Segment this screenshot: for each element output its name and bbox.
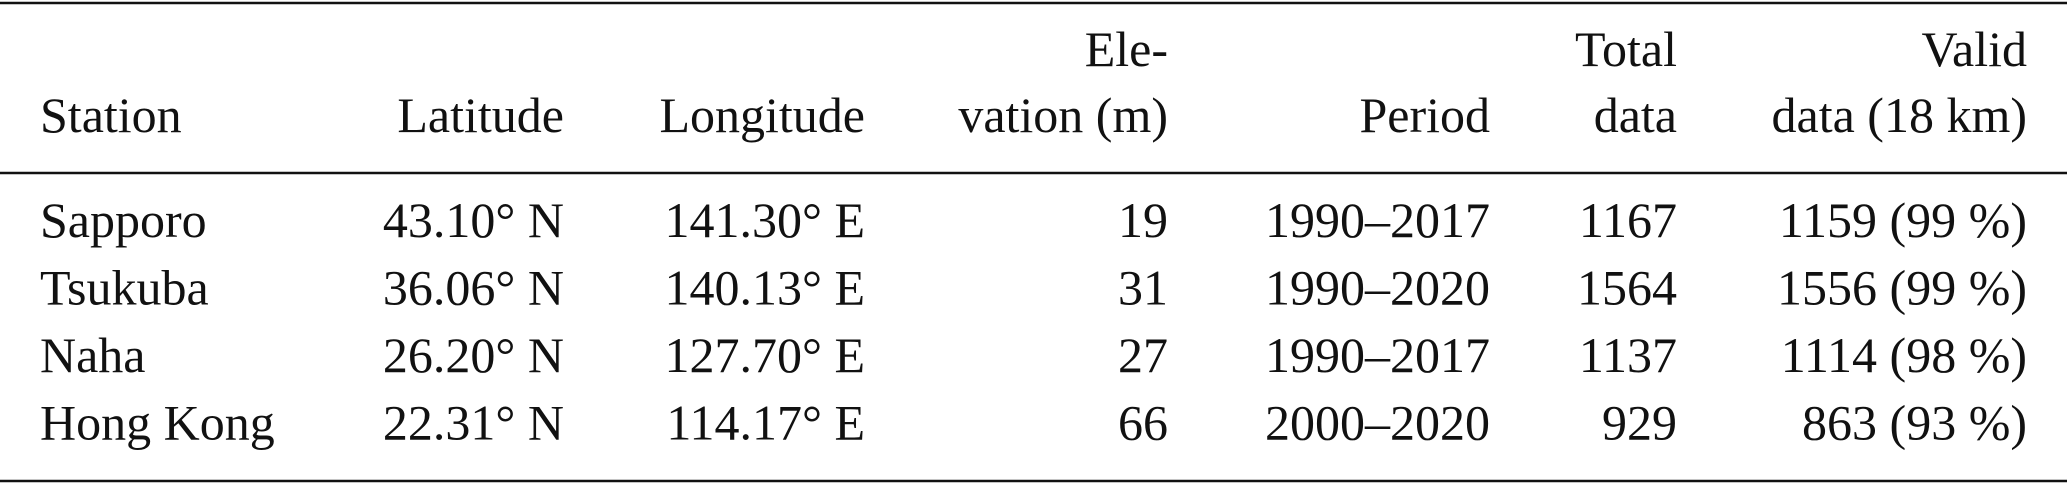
table-cell: 1114 (98 %)	[1781, 327, 2027, 383]
column-header: Period	[1359, 87, 1490, 143]
row-label: Sapporo	[40, 192, 207, 248]
column-header: data (18 km)	[1772, 87, 2027, 143]
table-cell: 1990–2017	[1265, 327, 1490, 383]
column-header: Station	[40, 87, 182, 143]
table-cell: 140.13° E	[664, 260, 865, 316]
row-label: Naha	[40, 327, 146, 383]
table-cell: 1564	[1577, 260, 1677, 316]
table-cell: 929	[1602, 395, 1677, 451]
table-cell: 127.70° E	[664, 327, 865, 383]
table-cell: 141.30° E	[664, 192, 865, 248]
table-cell: 1556 (99 %)	[1777, 260, 2027, 316]
table-cell: 1137	[1579, 327, 1677, 383]
table-cell: 19	[1118, 192, 1168, 248]
table-cell: 1167	[1579, 192, 1677, 248]
table-cell: 43.10° N	[383, 192, 564, 248]
row-label: Hong Kong	[40, 395, 275, 451]
column-header: Valid	[1921, 21, 2027, 77]
column-header: Longitude	[659, 87, 865, 143]
table-cell: 1990–2020	[1265, 260, 1490, 316]
table-cell: 66	[1118, 395, 1168, 451]
table-cell: 26.20° N	[383, 327, 564, 383]
table-cell: 31	[1118, 260, 1168, 316]
table-cell: 27	[1118, 327, 1168, 383]
column-header: data	[1594, 87, 1677, 143]
column-header: Latitude	[397, 87, 564, 143]
table-cell: 863 (93 %)	[1802, 395, 2027, 451]
table-cell: 2000–2020	[1265, 395, 1490, 451]
table-cell: 114.17° E	[666, 395, 865, 451]
table-cell: 22.31° N	[383, 395, 564, 451]
table-cell: 36.06° N	[383, 260, 564, 316]
column-header: Ele-	[1085, 21, 1168, 77]
column-header: vation (m)	[958, 87, 1168, 143]
column-header: Total	[1575, 21, 1677, 77]
row-label: Tsukuba	[40, 260, 209, 316]
table-cell: 1159 (99 %)	[1779, 192, 2027, 248]
table-cell: 1990–2017	[1265, 192, 1490, 248]
